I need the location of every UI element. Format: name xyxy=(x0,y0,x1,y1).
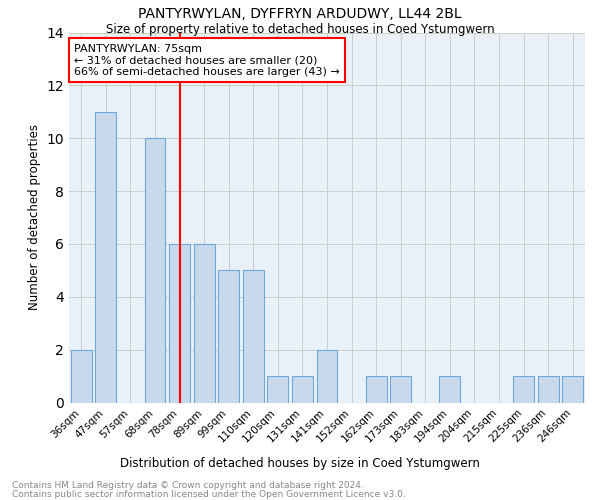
Bar xyxy=(218,270,239,402)
Text: Size of property relative to detached houses in Coed Ystumgwern: Size of property relative to detached ho… xyxy=(106,22,494,36)
Bar xyxy=(95,112,116,403)
Text: Contains public sector information licensed under the Open Government Licence v3: Contains public sector information licen… xyxy=(12,490,406,499)
Bar xyxy=(71,350,92,403)
Bar xyxy=(268,376,289,402)
Bar xyxy=(317,350,337,403)
Bar xyxy=(513,376,534,402)
Text: Contains HM Land Registry data © Crown copyright and database right 2024.: Contains HM Land Registry data © Crown c… xyxy=(12,481,364,490)
Bar xyxy=(169,244,190,402)
Bar xyxy=(243,270,264,402)
Bar xyxy=(292,376,313,402)
Text: Distribution of detached houses by size in Coed Ystumgwern: Distribution of detached houses by size … xyxy=(120,458,480,470)
Bar xyxy=(365,376,386,402)
Bar xyxy=(145,138,166,402)
Bar xyxy=(562,376,583,402)
Text: PANTYRWYLAN, DYFFRYN ARDUDWY, LL44 2BL: PANTYRWYLAN, DYFFRYN ARDUDWY, LL44 2BL xyxy=(138,8,462,22)
Bar xyxy=(439,376,460,402)
Text: PANTYRWYLAN: 75sqm
← 31% of detached houses are smaller (20)
66% of semi-detache: PANTYRWYLAN: 75sqm ← 31% of detached hou… xyxy=(74,44,340,77)
Bar xyxy=(194,244,215,402)
Bar xyxy=(390,376,411,402)
Bar xyxy=(538,376,559,402)
Y-axis label: Number of detached properties: Number of detached properties xyxy=(28,124,41,310)
